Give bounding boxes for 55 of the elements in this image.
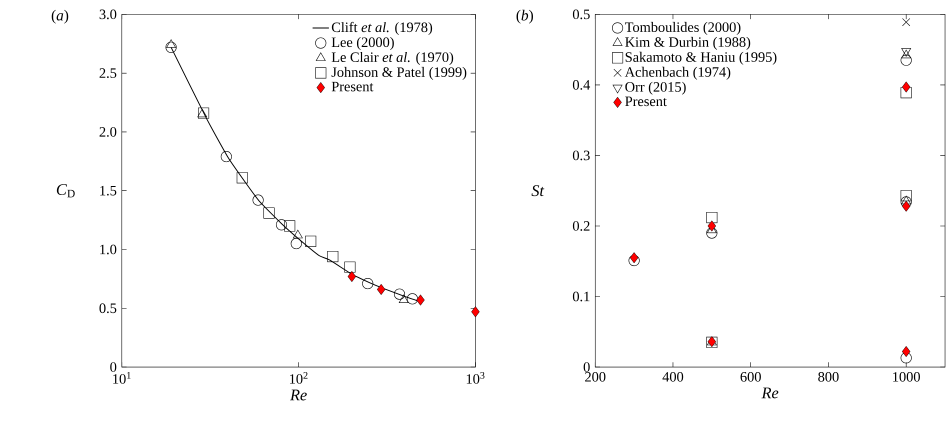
point	[706, 227, 718, 238]
point	[630, 252, 638, 264]
point	[900, 196, 912, 208]
point	[900, 352, 912, 364]
y-tick-label: 0.4	[572, 80, 590, 90]
point	[902, 18, 910, 26]
legend-label: Sakamoto & Haniu (1995)	[626, 52, 776, 65]
chart-title: (b)	[516, 10, 534, 24]
x-tick-label: 10$^{2}$	[290, 372, 308, 384]
legend-label: Tomboulides (2000)	[624, 22, 740, 35]
legend-label: Orr (2015)	[625, 82, 686, 94]
y-tick-label: 0.5	[99, 303, 116, 313]
point	[902, 81, 910, 92]
point	[706, 212, 718, 223]
point	[900, 86, 912, 98]
y-tick-label: 3.0	[100, 9, 116, 20]
y-tick-label: 1.5	[100, 186, 116, 196]
y-tick-label: 1.0	[100, 244, 116, 254]
x-tick-label: 200	[585, 372, 606, 382]
legend-label: Johnson & Patel (1999)	[332, 66, 466, 80]
x-tick-label: 400	[662, 372, 684, 382]
legend-label: Le Clair et al. (1970)	[332, 52, 454, 65]
y-tick-label: 0.1	[572, 291, 590, 302]
point	[708, 220, 716, 232]
point	[628, 254, 640, 266]
legend-label: Present	[332, 82, 374, 92]
point	[901, 196, 912, 204]
x-tick-label: 10$^{1}$	[113, 372, 131, 384]
y-tick-label: 2.5	[100, 68, 116, 78]
point	[901, 48, 912, 56]
x-tick-label: 10$^{3}$	[466, 372, 484, 384]
point	[900, 54, 912, 66]
point	[900, 190, 912, 202]
y-tick-label: 0	[110, 362, 116, 372]
legend-label: Present	[625, 96, 667, 106]
y-tick-label: 0	[584, 362, 590, 372]
y-axis-title: St	[532, 185, 544, 196]
x-tick-label: 600	[740, 372, 761, 382]
chart-title: (a)	[52, 10, 68, 24]
x-tick-label: 800	[818, 372, 839, 382]
legend-label: Clift et al. (1978)	[332, 22, 432, 35]
y-tick-label: 0.5	[572, 9, 590, 20]
point	[902, 346, 910, 357]
y-tick-label: 2.0	[100, 126, 116, 137]
legend-label: Lee (2000)	[332, 36, 394, 50]
legend-label: Achenbach (1974)	[624, 66, 730, 80]
y-tick-label: 0.3	[572, 150, 590, 160]
legend-label: Kim & Durbin (1988)	[625, 36, 750, 50]
x-axis-title: Re	[290, 389, 307, 400]
x-tick-label: 1000	[893, 372, 920, 382]
point	[901, 50, 912, 58]
point	[902, 200, 910, 212]
y-tick-label: 0.2	[572, 220, 590, 231]
y-axis-title: C$_{D}$	[56, 184, 75, 198]
x-axis-title: Re	[761, 387, 778, 398]
